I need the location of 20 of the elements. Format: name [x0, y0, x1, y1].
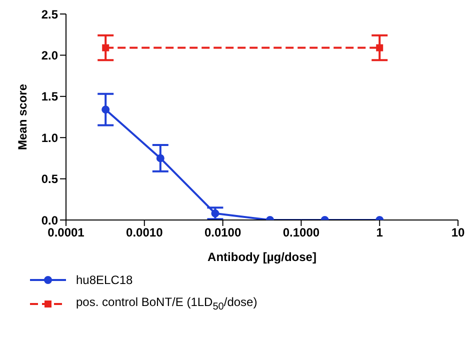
x-tick-label: 0.0100 — [204, 226, 242, 240]
point — [156, 154, 164, 162]
point — [211, 209, 220, 218]
x-tick-label: 1 — [376, 226, 384, 240]
y-tick-label: 0.5 — [41, 172, 58, 186]
y-tick-label: 1.0 — [41, 130, 58, 145]
point — [102, 106, 110, 114]
x-tick-label: 10 — [451, 226, 465, 240]
legend-label: pos. control BoNT/E (1LD$_{50}$/dose) — [76, 295, 258, 312]
point — [102, 44, 110, 52]
x-tick-label: 0.0010 — [126, 226, 164, 240]
y-tick-label: 2.0 — [41, 48, 58, 62]
y-tick-label: 0.0 — [41, 213, 58, 228]
y-tick-label: 1.5 — [41, 90, 58, 104]
legend-label: hu8ELC18 — [76, 273, 133, 287]
x-tick-label: 0.0001 — [48, 226, 85, 240]
x-tick-label: 0.1000 — [282, 226, 320, 240]
x-axis-title: Antibody [µg/dose] — [208, 250, 316, 264]
y-axis-title: Mean score — [15, 84, 30, 150]
y-tick-label: 2.5 — [41, 7, 58, 22]
